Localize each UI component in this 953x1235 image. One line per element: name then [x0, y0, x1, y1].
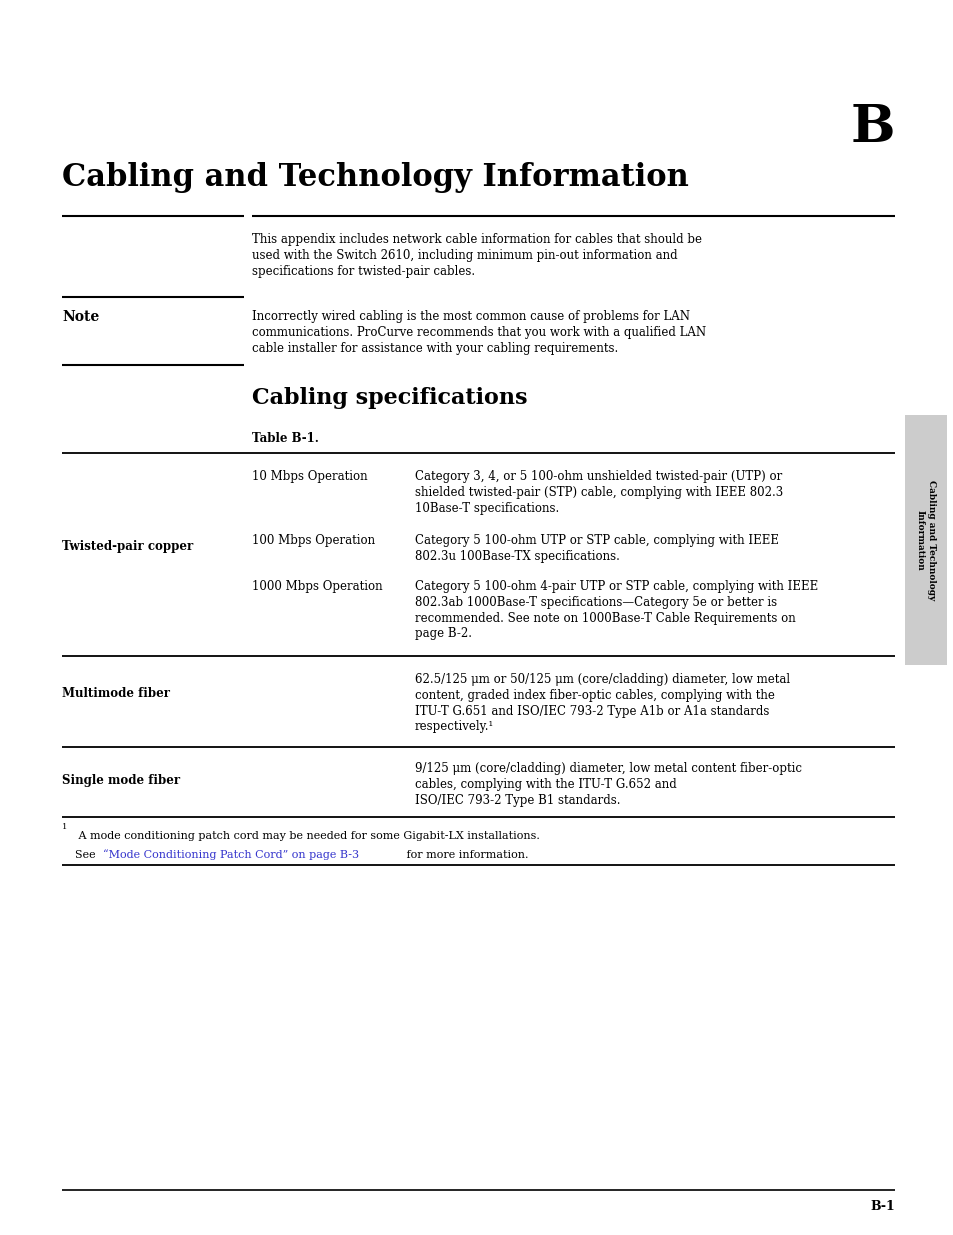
Text: See: See: [75, 850, 99, 860]
Text: 10Base-T specifications.: 10Base-T specifications.: [415, 501, 558, 515]
Text: 9/125 μm (core/cladding) diameter, low metal content fiber-optic: 9/125 μm (core/cladding) diameter, low m…: [415, 762, 801, 776]
Text: B-1: B-1: [869, 1200, 894, 1213]
Text: 10 Mbps Operation: 10 Mbps Operation: [252, 471, 367, 483]
Text: This appendix includes network cable information for cables that should be: This appendix includes network cable inf…: [252, 233, 701, 246]
Text: for more information.: for more information.: [402, 850, 528, 860]
Text: Twisted-pair copper: Twisted-pair copper: [62, 540, 193, 553]
Text: Category 3, 4, or 5 100-ohm unshielded twisted-pair (UTP) or: Category 3, 4, or 5 100-ohm unshielded t…: [415, 471, 781, 483]
Text: communications. ProCurve recommends that you work with a qualified LAN: communications. ProCurve recommends that…: [252, 326, 705, 338]
Text: “Mode Conditioning Patch Cord” on page B-3: “Mode Conditioning Patch Cord” on page B…: [103, 850, 358, 861]
Text: A mode conditioning patch cord may be needed for some Gigabit-LX installations.: A mode conditioning patch cord may be ne…: [75, 831, 539, 841]
Text: Cabling and Technology Information: Cabling and Technology Information: [62, 162, 688, 193]
Text: 100 Mbps Operation: 100 Mbps Operation: [252, 534, 375, 547]
Text: 802.3u 100Base-TX specifications.: 802.3u 100Base-TX specifications.: [415, 550, 619, 563]
Text: content, graded index fiber-optic cables, complying with the: content, graded index fiber-optic cables…: [415, 689, 774, 701]
Text: cables, complying with the ITU-T G.652 and: cables, complying with the ITU-T G.652 a…: [415, 778, 676, 790]
Text: Category 5 100-ohm 4-pair UTP or STP cable, complying with IEEE: Category 5 100-ohm 4-pair UTP or STP cab…: [415, 580, 818, 593]
Text: page B-2.: page B-2.: [415, 627, 472, 641]
Text: used with the Switch 2610, including minimum pin-out information and: used with the Switch 2610, including min…: [252, 248, 677, 262]
Text: respectively.¹: respectively.¹: [415, 720, 494, 734]
Text: Multimode fiber: Multimode fiber: [62, 687, 170, 700]
Text: 62.5/125 μm or 50/125 μm (core/cladding) diameter, low metal: 62.5/125 μm or 50/125 μm (core/cladding)…: [415, 673, 789, 685]
Text: 1: 1: [62, 823, 68, 831]
Text: recommended. See note on 1000Base-T Cable Requirements on: recommended. See note on 1000Base-T Cabl…: [415, 611, 795, 625]
Text: Single mode fiber: Single mode fiber: [62, 774, 180, 787]
Text: ISO/IEC 793-2 Type B1 standards.: ISO/IEC 793-2 Type B1 standards.: [415, 794, 619, 806]
Bar: [904, 415, 946, 664]
Text: Category 5 100-ohm UTP or STP cable, complying with IEEE: Category 5 100-ohm UTP or STP cable, com…: [415, 534, 779, 547]
Text: cable installer for assistance with your cabling requirements.: cable installer for assistance with your…: [252, 342, 618, 354]
Text: Cabling specifications: Cabling specifications: [252, 387, 527, 409]
Text: Table B-1.: Table B-1.: [252, 432, 318, 445]
Text: 1000 Mbps Operation: 1000 Mbps Operation: [252, 580, 382, 593]
Text: 802.3ab 1000Base-T specifications—Category 5e or better is: 802.3ab 1000Base-T specifications—Catego…: [415, 595, 777, 609]
Text: B: B: [850, 103, 894, 153]
Text: Cabling and Technology
Information: Cabling and Technology Information: [915, 480, 936, 600]
Text: Incorrectly wired cabling is the most common cause of problems for LAN: Incorrectly wired cabling is the most co…: [252, 310, 689, 324]
Text: shielded twisted-pair (STP) cable, complying with IEEE 802.3: shielded twisted-pair (STP) cable, compl…: [415, 485, 782, 499]
Text: specifications for twisted-pair cables.: specifications for twisted-pair cables.: [252, 264, 475, 278]
Text: Note: Note: [62, 310, 99, 324]
Text: ITU-T G.651 and ISO/IEC 793-2 Type A1b or A1a standards: ITU-T G.651 and ISO/IEC 793-2 Type A1b o…: [415, 705, 768, 718]
